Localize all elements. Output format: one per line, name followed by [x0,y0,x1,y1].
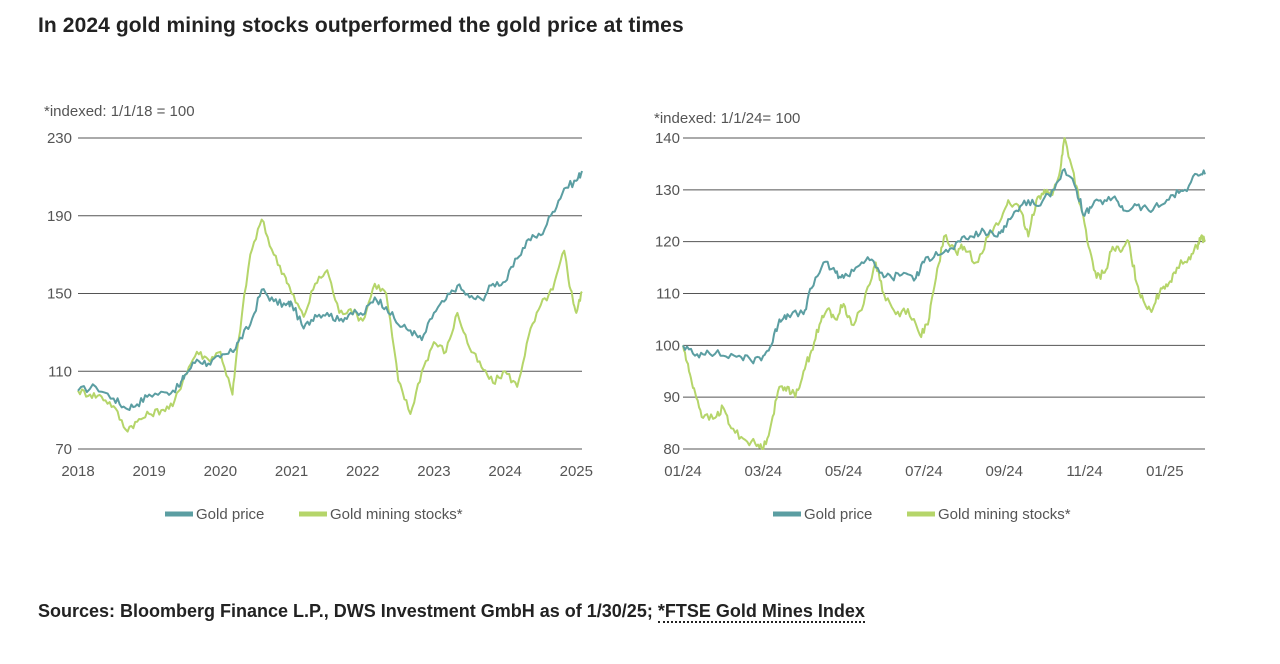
gold-price-line [77,170,583,411]
x-tick-label: 11/24 [1066,463,1102,480]
y-tick-label: 110 [48,363,72,380]
y-tick-label: 150 [47,286,72,303]
ftse-index-link[interactable]: *FTSE Gold Mines Index [657,601,865,623]
y-tick-label: 110 [656,286,680,303]
chart-title: In 2024 gold mining stocks outperformed … [38,14,684,37]
x-tick-label: 2019 [132,463,165,480]
x-tick-label: 07/24 [905,463,943,480]
gold-mining-line [682,137,1206,450]
y-tick-label: 80 [663,441,680,458]
gold-price-line [682,168,1206,365]
y-tick-label: 140 [655,130,680,147]
x-tick-label: 2021 [275,463,308,480]
y-tick-label: 90 [663,389,680,406]
y-tick-label: 130 [655,182,680,199]
x-tick-label: 01/24 [664,463,702,480]
index-note: *indexed: 1/1/24= 100 [654,110,800,127]
x-tick-label: 2023 [417,463,450,480]
x-tick-label: 03/24 [745,463,783,480]
index-note: *indexed: 1/1/18 = 100 [44,103,195,120]
legend-label-gold-price: Gold price [196,506,264,523]
y-tick-label: 190 [47,208,72,225]
sources-footnote: Sources: Bloomberg Finance L.P., DWS Inv… [38,601,865,623]
x-tick-label: 01/25 [1146,463,1184,480]
x-tick-label: 2025 [560,463,593,480]
sources-text: Sources: Bloomberg Finance L.P., DWS Inv… [38,601,658,621]
legend-label-gold-price: Gold price [804,506,872,523]
x-tick-label: 2024 [488,463,521,480]
x-tick-label: 2022 [346,463,379,480]
y-tick-label: 70 [55,441,72,458]
y-tick-label: 230 [47,130,72,147]
x-tick-label: 09/24 [985,463,1023,480]
legend-label-gold-mining: Gold mining stocks* [330,506,463,523]
x-tick-label: 2020 [204,463,237,480]
chart-right: *indexed: 1/1/24= 100 80 90 100 110 120 130 140… [654,110,1206,523]
y-tick-label: 120 [655,234,680,251]
x-tick-label: 2018 [61,463,94,480]
gold-mining-line [77,218,583,433]
x-tick-label: 05/24 [825,463,863,480]
chart-left: *indexed: 1/1/18 = 100 70 110 150 190 230 2018… [44,103,593,523]
y-tick-label: 100 [655,337,680,354]
legend-label-gold-mining: Gold mining stocks* [938,506,1071,523]
